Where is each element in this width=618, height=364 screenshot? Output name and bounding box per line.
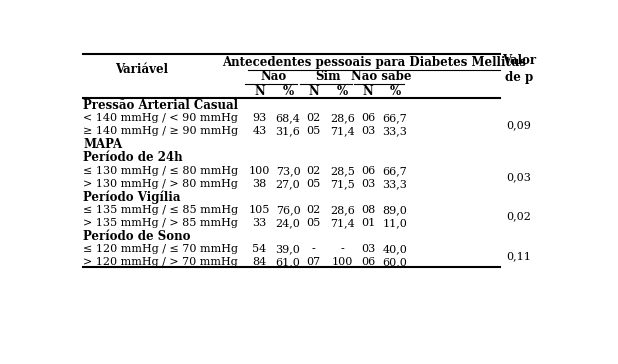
Text: 11,0: 11,0 xyxy=(383,218,407,228)
Text: > 130 mmHg / > 80 mmHg: > 130 mmHg / > 80 mmHg xyxy=(83,179,239,189)
Text: 31,6: 31,6 xyxy=(276,126,300,136)
Text: 03: 03 xyxy=(361,126,375,136)
Text: Período de Sono: Período de Sono xyxy=(83,230,191,243)
Text: 02: 02 xyxy=(307,166,321,176)
Text: 06: 06 xyxy=(361,257,375,268)
Text: 61,0: 61,0 xyxy=(276,257,300,268)
Text: N: N xyxy=(254,85,265,98)
Text: 100: 100 xyxy=(332,257,353,268)
Text: %: % xyxy=(282,85,294,98)
Text: -: - xyxy=(341,244,344,254)
Text: 66,7: 66,7 xyxy=(383,166,407,176)
Text: Sim: Sim xyxy=(315,70,341,83)
Text: 54: 54 xyxy=(252,244,266,254)
Text: 05: 05 xyxy=(307,218,321,228)
Text: 28,5: 28,5 xyxy=(330,166,355,176)
Text: 43: 43 xyxy=(252,126,266,136)
Text: 100: 100 xyxy=(248,166,270,176)
Text: 68,4: 68,4 xyxy=(276,113,300,123)
Text: N: N xyxy=(308,85,319,98)
Text: 71,4: 71,4 xyxy=(330,218,355,228)
Text: Variável: Variável xyxy=(115,63,168,76)
Text: -: - xyxy=(311,244,316,254)
Text: Antecedentes pessoais para Diabetes Mellitus: Antecedentes pessoais para Diabetes Mell… xyxy=(222,56,526,70)
Text: 05: 05 xyxy=(307,179,321,189)
Text: 06: 06 xyxy=(361,113,375,123)
Text: 33,3: 33,3 xyxy=(383,126,407,136)
Text: 02: 02 xyxy=(307,113,321,123)
Text: 06: 06 xyxy=(361,166,375,176)
Text: 27,0: 27,0 xyxy=(276,179,300,189)
Text: 0,02: 0,02 xyxy=(507,211,531,222)
Text: N: N xyxy=(363,85,373,98)
Text: MAPA: MAPA xyxy=(83,138,122,151)
Text: Não: Não xyxy=(261,70,287,83)
Text: 66,7: 66,7 xyxy=(383,113,407,123)
Text: 03: 03 xyxy=(361,179,375,189)
Text: < 140 mmHg / < 90 mmHg: < 140 mmHg / < 90 mmHg xyxy=(83,113,239,123)
Text: Pressão Arterial Casual: Pressão Arterial Casual xyxy=(83,99,239,112)
Text: 02: 02 xyxy=(307,205,321,215)
Text: 0,09: 0,09 xyxy=(507,120,531,130)
Text: 105: 105 xyxy=(248,205,270,215)
Text: 05: 05 xyxy=(307,126,321,136)
Text: 24,0: 24,0 xyxy=(276,218,300,228)
Text: ≤ 120 mmHg / ≤ 70 mmHg: ≤ 120 mmHg / ≤ 70 mmHg xyxy=(83,244,239,254)
Text: 89,0: 89,0 xyxy=(383,205,407,215)
Text: > 120 mmHg / > 70 mmHg: > 120 mmHg / > 70 mmHg xyxy=(83,257,238,268)
Text: 38: 38 xyxy=(252,179,266,189)
Text: 73,0: 73,0 xyxy=(276,166,300,176)
Text: 33,3: 33,3 xyxy=(383,179,407,189)
Text: > 135 mmHg / > 85 mmHg: > 135 mmHg / > 85 mmHg xyxy=(83,218,239,228)
Text: 03: 03 xyxy=(361,244,375,254)
Text: 08: 08 xyxy=(361,205,375,215)
Text: 0,03: 0,03 xyxy=(507,172,531,182)
Text: %: % xyxy=(389,85,400,98)
Text: Valor
de p: Valor de p xyxy=(502,54,536,84)
Text: Período de 24h: Período de 24h xyxy=(83,151,183,164)
Text: 93: 93 xyxy=(252,113,266,123)
Text: ≥ 140 mmHg / ≥ 90 mmHg: ≥ 140 mmHg / ≥ 90 mmHg xyxy=(83,126,239,136)
Text: 0,11: 0,11 xyxy=(507,251,531,261)
Text: ≤ 130 mmHg / ≤ 80 mmHg: ≤ 130 mmHg / ≤ 80 mmHg xyxy=(83,166,239,176)
Text: 28,6: 28,6 xyxy=(330,113,355,123)
Text: 71,4: 71,4 xyxy=(330,126,355,136)
Text: Não sabe: Não sabe xyxy=(351,70,412,83)
Text: 33: 33 xyxy=(252,218,266,228)
Text: 40,0: 40,0 xyxy=(383,244,407,254)
Text: 07: 07 xyxy=(307,257,321,268)
Text: 76,0: 76,0 xyxy=(276,205,300,215)
Text: Período Vigília: Período Vigília xyxy=(83,190,181,204)
Text: %: % xyxy=(337,85,348,98)
Text: 28,6: 28,6 xyxy=(330,205,355,215)
Text: ≤ 135 mmHg / ≤ 85 mmHg: ≤ 135 mmHg / ≤ 85 mmHg xyxy=(83,205,239,215)
Text: 84: 84 xyxy=(252,257,266,268)
Text: 01: 01 xyxy=(361,218,375,228)
Text: 71,5: 71,5 xyxy=(330,179,355,189)
Text: 39,0: 39,0 xyxy=(276,244,300,254)
Text: 60,0: 60,0 xyxy=(383,257,407,268)
